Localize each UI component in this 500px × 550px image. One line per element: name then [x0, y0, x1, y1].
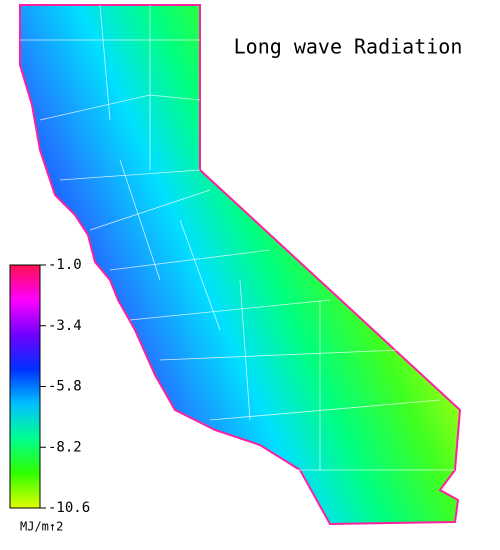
map-title: Long wave Radiation	[234, 35, 463, 59]
colorbar-scale	[9, 264, 41, 509]
colorbar-tick-label: -8.2	[48, 439, 82, 455]
colorbar-tick-label: -10.6	[48, 500, 90, 516]
california-shape	[19, 4, 462, 526]
colorbar-tick-label: -5.8	[48, 379, 82, 395]
colorbar: -1.0 -3.4 -5.8 -8.2 -10.6 MJ/m↑2	[9, 257, 90, 534]
colorbar-tick-label: -1.0	[48, 257, 82, 273]
colorbar-unit: MJ/m↑2	[20, 520, 63, 534]
county-lines	[20, 4, 455, 471]
colorbar-tick-label: -3.4	[48, 318, 82, 334]
